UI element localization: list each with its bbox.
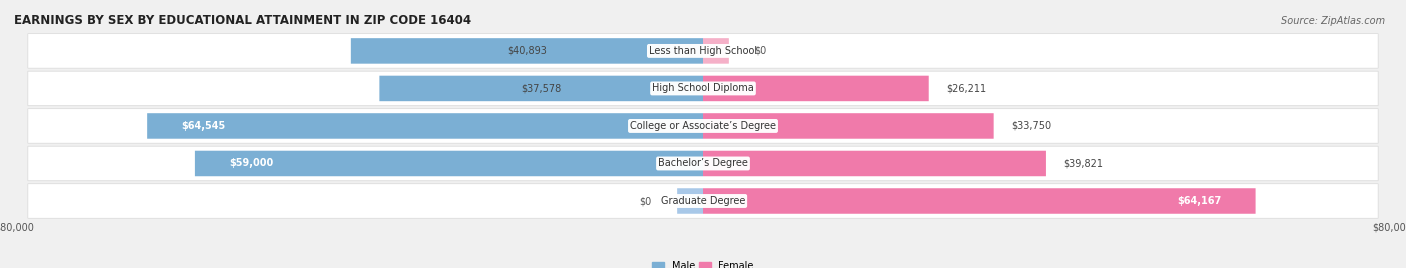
FancyBboxPatch shape — [28, 71, 1378, 106]
FancyBboxPatch shape — [28, 146, 1378, 181]
Text: Less than High School: Less than High School — [650, 46, 756, 56]
Text: $37,578: $37,578 — [522, 83, 561, 94]
FancyBboxPatch shape — [703, 113, 994, 139]
Text: $0: $0 — [755, 46, 766, 56]
Text: $26,211: $26,211 — [946, 83, 986, 94]
FancyBboxPatch shape — [678, 188, 703, 214]
FancyBboxPatch shape — [703, 188, 1256, 214]
FancyBboxPatch shape — [703, 76, 929, 101]
Text: $33,750: $33,750 — [1011, 121, 1052, 131]
FancyBboxPatch shape — [380, 76, 703, 101]
Text: High School Diploma: High School Diploma — [652, 83, 754, 94]
FancyBboxPatch shape — [28, 184, 1378, 218]
FancyBboxPatch shape — [703, 151, 1046, 176]
FancyBboxPatch shape — [28, 34, 1378, 68]
Text: Source: ZipAtlas.com: Source: ZipAtlas.com — [1281, 16, 1385, 26]
Text: Bachelor’s Degree: Bachelor’s Degree — [658, 158, 748, 169]
Text: $59,000: $59,000 — [229, 158, 274, 169]
FancyBboxPatch shape — [28, 109, 1378, 143]
Text: $39,821: $39,821 — [1063, 158, 1104, 169]
Text: College or Associate’s Degree: College or Associate’s Degree — [630, 121, 776, 131]
Text: $64,167: $64,167 — [1177, 196, 1222, 206]
Text: EARNINGS BY SEX BY EDUCATIONAL ATTAINMENT IN ZIP CODE 16404: EARNINGS BY SEX BY EDUCATIONAL ATTAINMEN… — [14, 14, 471, 27]
Text: Graduate Degree: Graduate Degree — [661, 196, 745, 206]
FancyBboxPatch shape — [195, 151, 703, 176]
Text: $64,545: $64,545 — [181, 121, 226, 131]
Legend: Male, Female: Male, Female — [648, 257, 758, 268]
FancyBboxPatch shape — [703, 38, 728, 64]
FancyBboxPatch shape — [352, 38, 703, 64]
Text: $0: $0 — [640, 196, 651, 206]
Text: $40,893: $40,893 — [508, 46, 547, 56]
FancyBboxPatch shape — [148, 113, 703, 139]
